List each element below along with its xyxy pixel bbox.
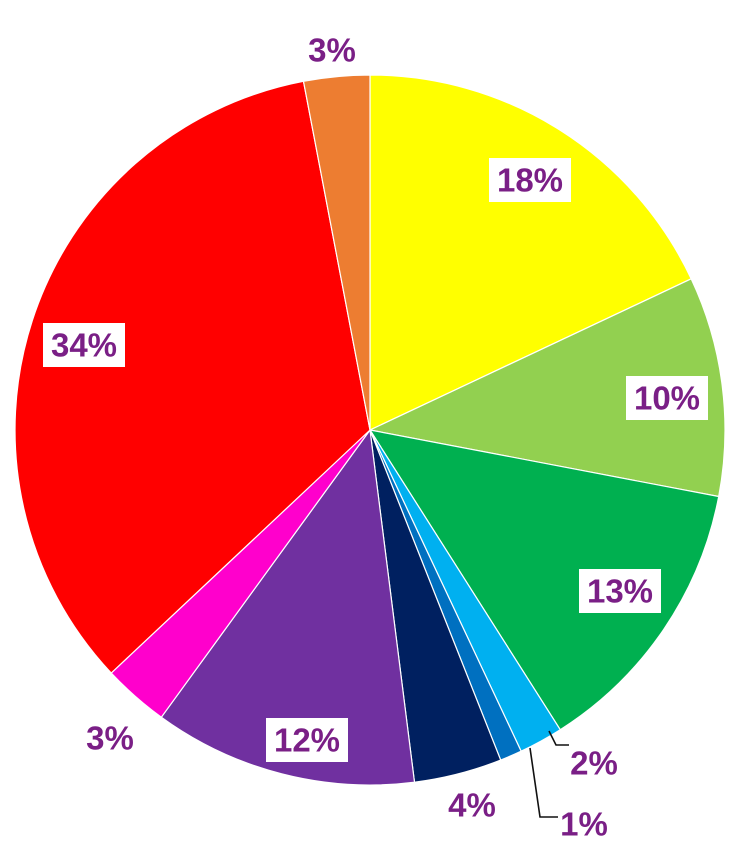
pie-slices — [14, 74, 726, 786]
slice-label-3: 13% — [587, 573, 653, 610]
slice-label-2: 10% — [634, 380, 700, 417]
slice-label-8: 3% — [86, 720, 134, 757]
pie-slice-7 — [160, 428, 416, 786]
pie-slice-9 — [14, 80, 371, 674]
slice-label-9: 34% — [51, 327, 117, 364]
pie-slice-2 — [368, 278, 726, 498]
pie-slice-3 — [368, 429, 720, 731]
leader-line-4 — [548, 730, 569, 746]
pie-slice-10 — [302, 74, 371, 431]
slice-labels: 18% 10% 13% 2% 1% 4% 12% 3% 34% 3% — [43, 32, 708, 841]
leader-lines — [529, 730, 569, 818]
slice-label-1: 18% — [497, 162, 563, 199]
slice-label-box-1 — [489, 158, 571, 202]
slice-label-7: 12% — [274, 722, 340, 759]
slice-label-4: 2% — [570, 745, 618, 782]
slice-label-10: 3% — [308, 32, 356, 69]
slice-label-5: 1% — [560, 806, 608, 841]
slice-label-box-2 — [626, 376, 708, 420]
slice-label-box-7 — [266, 718, 348, 762]
slice-label-box-3 — [579, 569, 661, 613]
slice-label-box-9 — [43, 323, 125, 367]
leader-line-5 — [529, 747, 558, 818]
slice-label-6: 4% — [448, 787, 496, 824]
pie-slice-1 — [369, 74, 693, 431]
